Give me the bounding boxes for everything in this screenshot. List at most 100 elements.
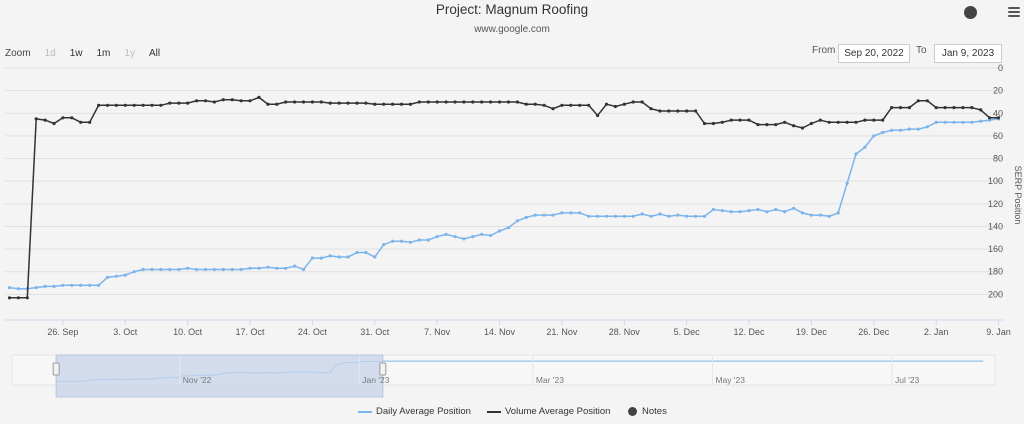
volume-average-point[interactable] <box>631 100 635 104</box>
volume-average-point[interactable] <box>649 107 653 111</box>
daily-average-point[interactable] <box>890 128 894 132</box>
volume-average-point[interactable] <box>275 102 279 106</box>
daily-average-point[interactable] <box>453 235 457 239</box>
volume-average-point[interactable] <box>417 100 421 104</box>
volume-average-point[interactable] <box>480 100 484 104</box>
volume-average-point[interactable] <box>613 104 618 109</box>
daily-average-point[interactable] <box>800 211 805 215</box>
daily-average-point[interactable] <box>497 229 502 233</box>
volume-average-point[interactable] <box>7 296 12 300</box>
daily-average-point[interactable] <box>159 267 163 272</box>
daily-average-point[interactable] <box>221 267 225 272</box>
volume-average-point[interactable] <box>587 103 591 107</box>
daily-average-point[interactable] <box>907 127 912 131</box>
daily-average-point[interactable] <box>604 214 609 218</box>
volume-average-point[interactable] <box>408 102 412 106</box>
volume-average-point[interactable] <box>738 118 742 122</box>
daily-average-point[interactable] <box>114 274 118 278</box>
daily-average-point[interactable] <box>952 120 956 124</box>
daily-average-point[interactable] <box>444 232 448 236</box>
volume-average-point[interactable] <box>872 118 876 122</box>
volume-average-point[interactable] <box>150 103 154 107</box>
daily-average-point[interactable] <box>738 210 742 214</box>
daily-average-point[interactable] <box>417 238 421 242</box>
volume-average-point[interactable] <box>257 95 261 99</box>
volume-average-point[interactable] <box>355 101 359 105</box>
daily-average-point[interactable] <box>266 265 270 269</box>
daily-average-point[interactable] <box>355 250 359 255</box>
volume-average-point[interactable] <box>988 116 992 120</box>
volume-average-point[interactable] <box>720 120 724 124</box>
volume-average-point[interactable] <box>319 100 323 104</box>
daily-average-point[interactable] <box>578 211 582 215</box>
volume-average-point[interactable] <box>952 106 956 110</box>
volume-average-point[interactable] <box>729 118 733 122</box>
daily-average-point[interactable] <box>61 283 65 287</box>
volume-average-point[interactable] <box>105 103 110 107</box>
daily-average-point[interactable] <box>827 214 831 218</box>
daily-average-point[interactable] <box>711 207 716 212</box>
daily-average-point[interactable] <box>925 125 929 129</box>
volume-average-point[interactable] <box>52 121 56 126</box>
daily-average-point[interactable] <box>596 214 600 218</box>
volume-average-point[interactable] <box>132 103 136 107</box>
daily-average-point[interactable] <box>613 214 618 218</box>
volume-average-point[interactable] <box>310 100 314 104</box>
daily-average-point[interactable] <box>506 226 511 230</box>
volume-average-point[interactable] <box>97 103 101 107</box>
daily-average-point[interactable] <box>373 255 377 259</box>
volume-average-point[interactable] <box>658 109 662 113</box>
daily-average-point[interactable] <box>435 235 439 239</box>
daily-average-point[interactable] <box>319 256 323 260</box>
volume-average-point[interactable] <box>16 296 20 300</box>
volume-average-point[interactable] <box>640 100 644 104</box>
daily-average-point[interactable] <box>364 250 368 255</box>
daily-average-point[interactable] <box>462 237 466 241</box>
volume-average-point[interactable] <box>881 118 885 122</box>
volume-average-point[interactable] <box>747 118 751 122</box>
daily-average-point[interactable] <box>872 134 876 138</box>
volume-average-point[interactable] <box>667 109 671 113</box>
volume-average-point[interactable] <box>328 101 332 105</box>
daily-average-point[interactable] <box>337 255 341 259</box>
volume-average-point[interactable] <box>203 99 208 103</box>
daily-average-point[interactable] <box>898 128 903 132</box>
volume-average-point[interactable] <box>925 99 929 103</box>
daily-average-point[interactable] <box>16 287 20 291</box>
daily-average-point[interactable] <box>792 206 796 210</box>
daily-average-point[interactable] <box>123 273 127 277</box>
volume-average-point[interactable] <box>515 100 520 104</box>
daily-average-point[interactable] <box>640 212 644 216</box>
range-to-input[interactable]: Jan 9, 2023 <box>934 44 1002 63</box>
daily-average-point[interactable] <box>854 152 858 156</box>
daily-average-point[interactable] <box>310 256 314 260</box>
daily-average-point[interactable] <box>774 207 778 212</box>
daily-average-point[interactable] <box>658 212 662 216</box>
daily-average-point[interactable] <box>631 214 635 218</box>
volume-average-point[interactable] <box>248 99 252 103</box>
daily-average-point[interactable] <box>863 145 867 149</box>
daily-average-point[interactable] <box>515 219 520 223</box>
daily-average-point[interactable] <box>783 210 787 214</box>
volume-average-point[interactable] <box>497 100 502 104</box>
volume-average-point[interactable] <box>765 123 769 127</box>
volume-average-point[interactable] <box>827 120 831 124</box>
volume-average-point[interactable] <box>694 109 698 113</box>
daily-average-point[interactable] <box>301 267 306 272</box>
legend-item-notes[interactable]: Notes <box>628 406 667 417</box>
daily-average-point[interactable] <box>399 239 404 243</box>
volume-average-point[interactable] <box>560 103 564 107</box>
daily-average-point[interactable] <box>70 283 74 287</box>
daily-average-point[interactable] <box>836 211 840 215</box>
daily-average-point[interactable] <box>105 275 110 279</box>
volume-average-point[interactable] <box>961 106 965 110</box>
volume-average-point[interactable] <box>524 102 528 106</box>
daily-average-point[interactable] <box>248 266 252 270</box>
volume-average-point[interactable] <box>141 103 145 107</box>
volume-average-point[interactable] <box>506 100 511 104</box>
volume-average-point[interactable] <box>711 121 716 126</box>
daily-average-point[interactable] <box>667 214 671 218</box>
volume-average-point[interactable] <box>373 102 377 106</box>
daily-average-point[interactable] <box>569 211 573 215</box>
volume-average-point[interactable] <box>382 102 386 106</box>
